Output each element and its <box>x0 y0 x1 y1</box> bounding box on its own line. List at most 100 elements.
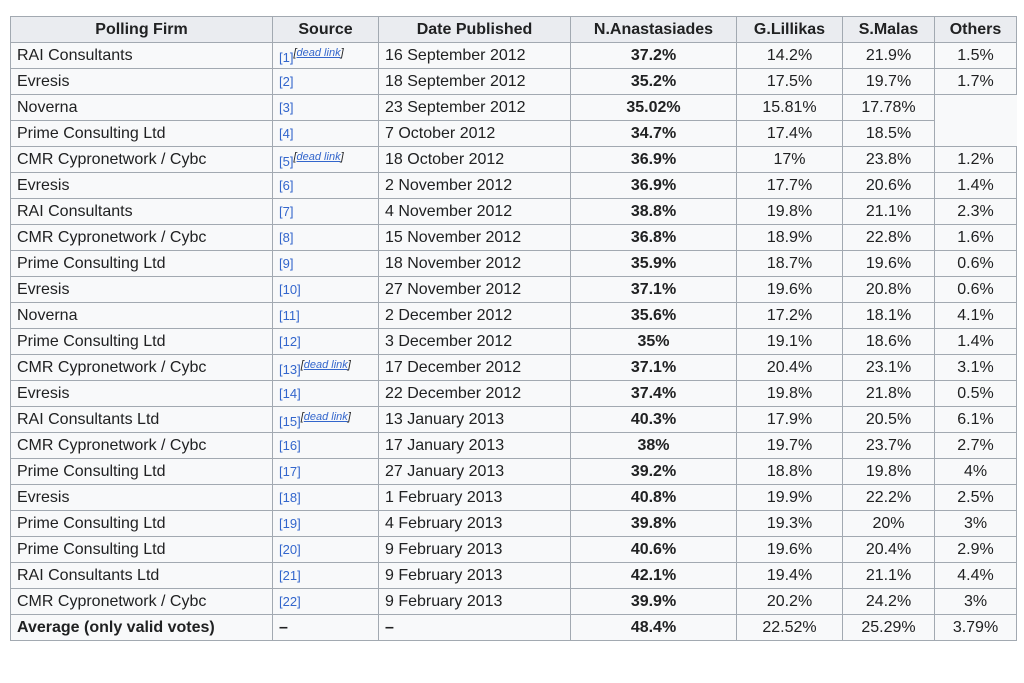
anastasiades-cell: 40.6% <box>570 536 737 563</box>
source-cell: [7] <box>272 198 379 225</box>
anastasiades-cell: 36.9% <box>570 172 737 199</box>
others-cell: 2.5% <box>934 484 1017 511</box>
source-ref-link[interactable]: [12] <box>279 334 301 349</box>
source-ref-link[interactable]: [11] <box>279 308 300 323</box>
source-cell: [6] <box>272 172 379 199</box>
header-polling-firm[interactable]: Polling Firm <box>10 16 273 43</box>
source-ref-link[interactable]: [21] <box>279 568 301 583</box>
others-cell: 3.1% <box>934 354 1017 381</box>
source-ref-link[interactable]: [2] <box>279 74 294 89</box>
lillikas-cell: 17.4% <box>736 120 843 147</box>
malas-cell: 24.2% <box>842 588 935 615</box>
date-published-cell: 13 January 2013 <box>378 406 571 433</box>
average-date: – <box>378 614 571 641</box>
header-malas[interactable]: S.Malas <box>842 16 935 43</box>
malas-cell: 23.7% <box>842 432 935 459</box>
table-row: Prime Consulting Ltd [12] 3 December 2012 3… <box>10 328 1017 355</box>
table-row: Prime Consulting Ltd [4] 7 October 2012 34.… <box>10 120 1017 147</box>
source-ref-link[interactable]: [9] <box>279 256 294 271</box>
anastasiades-cell: 35.2% <box>570 68 737 95</box>
table-row: Evresis [6] 2 November 2012 36.9% 17.7% 20.6%… <box>10 172 1017 199</box>
others-cell: 3% <box>934 588 1017 615</box>
malas-cell: 20.8% <box>842 276 935 303</box>
table-row: CMR Cypronetwork / Cybc [8] 15 November 20… <box>10 224 1017 251</box>
source-ref-link[interactable]: [18] <box>279 490 301 505</box>
average-source: – <box>272 614 379 641</box>
source-ref-link[interactable]: [1] <box>279 49 294 65</box>
dead-link[interactable]: dead link <box>296 46 341 59</box>
malas-cell: 18.1% <box>842 302 935 329</box>
source-ref-link[interactable]: [10] <box>279 282 301 297</box>
malas-cell: 21.9% <box>842 42 935 69</box>
source-cell: [8] <box>272 224 379 251</box>
lillikas-cell: 18.7% <box>736 250 843 277</box>
source-ref-link[interactable]: [17] <box>279 464 301 479</box>
source-ref-link[interactable]: [22] <box>279 594 301 609</box>
others-cell: 4.4% <box>934 562 1017 589</box>
header-source[interactable]: Source <box>272 16 379 43</box>
source-ref-link[interactable]: [8] <box>279 230 294 245</box>
lillikas-cell: 17% <box>736 146 843 173</box>
anastasiades-cell: 34.7% <box>570 120 737 147</box>
polling-firm-cell: Evresis <box>10 380 273 407</box>
source-ref-link[interactable]: [15] <box>279 413 301 429</box>
polling-firm-cell: CMR Cypronetwork / Cybc <box>10 146 273 173</box>
lillikas-cell: 19.8% <box>736 380 843 407</box>
polling-firm-cell: Noverna <box>10 94 273 121</box>
source-ref-link[interactable]: [7] <box>279 204 294 219</box>
source-ref-link[interactable]: [20] <box>279 542 301 557</box>
anastasiades-cell: 37.1% <box>570 276 737 303</box>
polling-firm-cell: Prime Consulting Ltd <box>10 458 273 485</box>
source-ref-link[interactable]: [5] <box>279 153 294 169</box>
dead-link[interactable]: dead link <box>303 410 348 423</box>
anastasiades-cell: 37.4% <box>570 380 737 407</box>
lillikas-cell: 17.9% <box>736 406 843 433</box>
source-ref-link[interactable]: [3] <box>279 100 294 115</box>
table-row: Evresis [14] 22 December 2012 37.4% 19.8% 21.… <box>10 380 1017 407</box>
header-lillikas[interactable]: G.Lillikas <box>736 16 843 43</box>
malas-cell: 21.1% <box>842 562 935 589</box>
polling-firm-cell: Prime Consulting Ltd <box>10 328 273 355</box>
others-cell: 4% <box>934 458 1017 485</box>
source-ref-link[interactable]: [16] <box>279 438 301 453</box>
malas-cell: 18.6% <box>842 328 935 355</box>
anastasiades-cell: 35.9% <box>570 250 737 277</box>
lillikas-cell: 19.3% <box>736 510 843 537</box>
date-published-cell: 9 February 2013 <box>378 588 571 615</box>
header-anastasiades[interactable]: N.Anastasiades <box>570 16 737 43</box>
dead-link-note: [dead link] <box>293 46 344 59</box>
source-ref-link[interactable]: [6] <box>279 178 294 193</box>
date-published-cell: 2 November 2012 <box>378 172 571 199</box>
dead-link[interactable]: dead link <box>303 358 348 371</box>
date-published-cell: 17 January 2013 <box>378 432 571 459</box>
source-ref-link[interactable]: [13] <box>279 361 301 377</box>
table-row: Noverna [11] 2 December 2012 35.6% 17.2% 18.1… <box>10 302 1017 329</box>
others-cell: 2.9% <box>934 536 1017 563</box>
others-cell: 3% <box>934 510 1017 537</box>
source-ref-link[interactable]: [19] <box>279 516 301 531</box>
malas-cell: 22.2% <box>842 484 935 511</box>
others-cell: 1.6% <box>934 224 1017 251</box>
polling-firm-cell: CMR Cypronetwork / Cybc <box>10 224 273 251</box>
header-date-published[interactable]: Date Published <box>378 16 571 43</box>
header-others[interactable]: Others <box>934 16 1017 43</box>
lillikas-cell: 17.2% <box>736 302 843 329</box>
source-cell: [16] <box>272 432 379 459</box>
average-label: Average (only valid votes) <box>10 614 273 641</box>
date-published-cell: 7 October 2012 <box>378 120 571 147</box>
polls-table: Polling Firm Source Date Published N.Ana… <box>10 16 1017 641</box>
malas-cell: 23.1% <box>842 354 935 381</box>
malas-cell: 19.8% <box>842 458 935 485</box>
dead-link[interactable]: dead link <box>296 150 341 163</box>
malas-cell: 21.8% <box>842 380 935 407</box>
source-ref-link[interactable]: [14] <box>279 386 301 401</box>
date-published-cell: 4 November 2012 <box>378 198 571 225</box>
date-published-cell: 18 November 2012 <box>378 250 571 277</box>
polling-firm-cell: Prime Consulting Ltd <box>10 120 273 147</box>
date-published-cell: 22 December 2012 <box>378 380 571 407</box>
malas-cell: 20.4% <box>842 536 935 563</box>
date-published-cell: 9 February 2013 <box>378 536 571 563</box>
source-ref-link[interactable]: [4] <box>279 126 294 141</box>
anastasiades-cell: 40.8% <box>570 484 737 511</box>
polling-firm-cell: RAI Consultants Ltd <box>10 406 273 433</box>
